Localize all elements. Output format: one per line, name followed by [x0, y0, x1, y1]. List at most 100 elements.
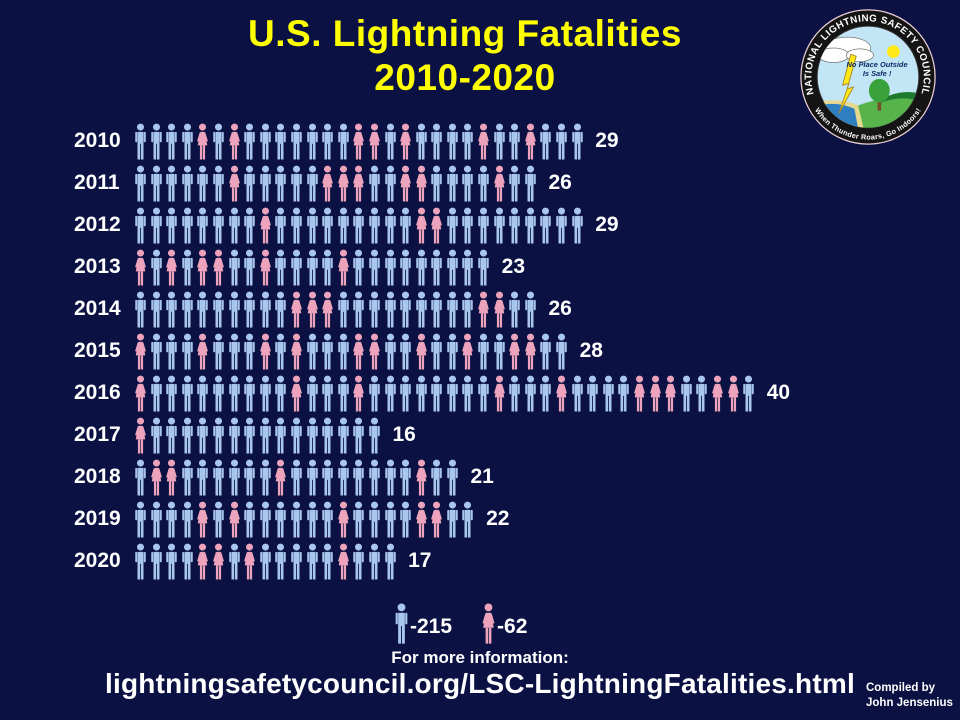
male-person-icon [180, 207, 195, 244]
male-person-icon [273, 165, 288, 202]
year-count: 22 [486, 507, 510, 530]
female-person-icon [460, 333, 475, 370]
year-count: 16 [392, 423, 416, 446]
male-person-icon [242, 165, 257, 202]
legend: -215 -62 [393, 603, 527, 644]
male-person-icon [211, 165, 226, 202]
male-person-icon [523, 291, 538, 328]
male-person-icon [445, 207, 460, 244]
male-person-icon [273, 291, 288, 328]
male-person-icon [414, 249, 429, 286]
person-icons [133, 207, 585, 244]
male-person-icon [133, 291, 148, 328]
male-person-icon [367, 459, 382, 496]
year-count: 21 [470, 465, 494, 488]
male-person-icon [273, 501, 288, 538]
male-person-icon [149, 543, 164, 580]
credit: Compiled by John Jensenius [866, 681, 953, 711]
male-person-icon [336, 291, 351, 328]
male-person-icon [460, 501, 475, 538]
male-person-icon [305, 165, 320, 202]
male-person-icon [211, 123, 226, 160]
male-person-icon [367, 207, 382, 244]
logo-ridge [877, 92, 919, 104]
male-person-icon [538, 123, 553, 160]
male-person-icon [133, 459, 148, 496]
male-person-icon [320, 375, 335, 412]
male-person-icon [601, 375, 616, 412]
male-person-icon [616, 375, 631, 412]
person-icons [133, 291, 538, 328]
person-icons [133, 165, 538, 202]
male-person-icon [305, 207, 320, 244]
year-count: 29 [595, 129, 619, 152]
female-person-icon [227, 123, 242, 160]
female-person-icon [149, 459, 164, 496]
female-person-icon [414, 459, 429, 496]
male-person-icon [195, 291, 210, 328]
female-person-icon [258, 333, 273, 370]
female-person-icon [398, 123, 413, 160]
male-person-icon [133, 165, 148, 202]
male-person-icon [476, 249, 491, 286]
female-person-icon [414, 333, 429, 370]
nlsc-logo: No Place Outside Is Safe ! NATIONAL LIGH… [800, 9, 936, 145]
male-person-icon [180, 417, 195, 454]
male-person-icon [305, 417, 320, 454]
male-person-icon [429, 333, 444, 370]
male-person-icon [149, 333, 164, 370]
male-person-icon [367, 165, 382, 202]
female-person-icon [710, 375, 725, 412]
female-person-icon [164, 249, 179, 286]
female-person-icon [648, 375, 663, 412]
female-person-icon [351, 123, 366, 160]
male-person-icon [320, 123, 335, 160]
male-person-icon [258, 165, 273, 202]
female-person-icon [258, 207, 273, 244]
male-person-icon [289, 501, 304, 538]
male-person-icon [164, 123, 179, 160]
year-count: 26 [548, 171, 572, 194]
male-person-icon [195, 459, 210, 496]
male-person-icon [320, 459, 335, 496]
female-person-icon [133, 417, 148, 454]
male-person-icon [180, 123, 195, 160]
male-person-icon [195, 207, 210, 244]
male-person-icon [336, 459, 351, 496]
male-total-label: -215 [410, 614, 453, 638]
female-person-icon [523, 123, 538, 160]
male-person-icon [211, 207, 226, 244]
male-person-icon [242, 501, 257, 538]
male-person-icon [383, 249, 398, 286]
female-person-icon [351, 375, 366, 412]
male-person-icon [538, 375, 553, 412]
male-person-icon [367, 249, 382, 286]
male-person-icon [242, 459, 257, 496]
male-person-icon [570, 207, 585, 244]
male-person-icon [258, 417, 273, 454]
male-person-icon [383, 291, 398, 328]
male-person-icon [741, 375, 756, 412]
female-person-icon [367, 333, 382, 370]
male-person-icon [492, 333, 507, 370]
male-person-icon [164, 417, 179, 454]
male-person-icon [476, 165, 491, 202]
male-person-icon [164, 291, 179, 328]
female-person-icon [133, 249, 148, 286]
female-person-icon [492, 291, 507, 328]
male-person-icon [336, 333, 351, 370]
female-person-icon [211, 249, 226, 286]
male-person-icon [429, 249, 444, 286]
male-person-icon [367, 417, 382, 454]
logo-slogan-line2: Is Safe ! [863, 69, 892, 78]
male-person-icon [227, 417, 242, 454]
male-person-icon [367, 501, 382, 538]
female-person-icon [164, 459, 179, 496]
female-person-icon [258, 249, 273, 286]
male-person-icon [398, 291, 413, 328]
female-total-label: -62 [497, 614, 528, 638]
male-person-icon [393, 603, 410, 644]
year-label: 2019 [74, 507, 121, 530]
male-person-icon [351, 501, 366, 538]
female-person-icon [632, 375, 647, 412]
